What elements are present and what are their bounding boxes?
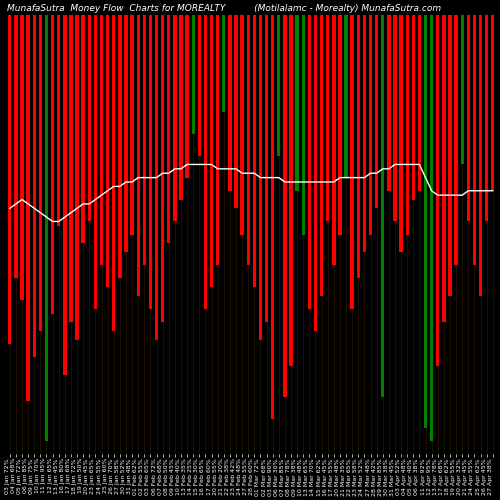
- Bar: [186, 16, 189, 177]
- Bar: [106, 16, 110, 287]
- Bar: [198, 16, 201, 156]
- Bar: [466, 16, 470, 222]
- Bar: [94, 16, 97, 309]
- Bar: [234, 16, 238, 208]
- Bar: [252, 16, 256, 287]
- Bar: [473, 16, 476, 266]
- Bar: [381, 16, 384, 397]
- Bar: [32, 16, 36, 357]
- Bar: [100, 16, 103, 266]
- Bar: [369, 16, 372, 234]
- Bar: [394, 16, 396, 222]
- Bar: [246, 16, 250, 266]
- Bar: [338, 16, 342, 234]
- Bar: [88, 16, 91, 222]
- Bar: [362, 16, 366, 252]
- Bar: [375, 16, 378, 208]
- Bar: [479, 16, 482, 296]
- Bar: [406, 16, 409, 234]
- Bar: [173, 16, 176, 222]
- Bar: [130, 16, 134, 234]
- Bar: [454, 16, 458, 266]
- Bar: [356, 16, 360, 278]
- Bar: [430, 16, 434, 441]
- Bar: [400, 16, 403, 252]
- Bar: [271, 16, 274, 419]
- Bar: [118, 16, 122, 278]
- Text: MunafaSutra  Money Flow  Charts for MOREALTY          (Motilalamc - Morealty) Mu: MunafaSutra Money Flow Charts for MOREAL…: [6, 4, 441, 13]
- Bar: [442, 16, 446, 322]
- Bar: [148, 16, 152, 309]
- Bar: [314, 16, 317, 331]
- Bar: [296, 16, 299, 191]
- Bar: [259, 16, 262, 340]
- Bar: [26, 16, 30, 402]
- Bar: [76, 16, 78, 340]
- Bar: [412, 16, 415, 200]
- Bar: [51, 16, 54, 314]
- Bar: [332, 16, 336, 266]
- Bar: [57, 16, 60, 226]
- Bar: [228, 16, 232, 191]
- Bar: [82, 16, 85, 243]
- Bar: [124, 16, 128, 252]
- Bar: [204, 16, 207, 309]
- Bar: [491, 16, 494, 191]
- Bar: [265, 16, 268, 322]
- Bar: [180, 16, 182, 200]
- Bar: [290, 16, 292, 366]
- Bar: [216, 16, 220, 266]
- Bar: [277, 16, 280, 156]
- Bar: [448, 16, 452, 296]
- Bar: [161, 16, 164, 322]
- Bar: [436, 16, 440, 366]
- Bar: [63, 16, 66, 375]
- Bar: [308, 16, 311, 309]
- Bar: [192, 16, 195, 134]
- Bar: [136, 16, 140, 296]
- Bar: [155, 16, 158, 340]
- Bar: [8, 16, 12, 344]
- Bar: [210, 16, 213, 287]
- Bar: [344, 16, 348, 177]
- Bar: [45, 16, 48, 441]
- Bar: [302, 16, 305, 234]
- Bar: [387, 16, 390, 191]
- Bar: [14, 16, 18, 278]
- Bar: [240, 16, 244, 234]
- Bar: [38, 16, 42, 331]
- Bar: [20, 16, 24, 300]
- Bar: [142, 16, 146, 266]
- Bar: [485, 16, 488, 222]
- Bar: [460, 16, 464, 165]
- Bar: [320, 16, 324, 296]
- Bar: [112, 16, 116, 331]
- Bar: [167, 16, 170, 243]
- Bar: [424, 16, 427, 428]
- Bar: [222, 16, 226, 112]
- Bar: [283, 16, 286, 397]
- Bar: [350, 16, 354, 309]
- Bar: [418, 16, 421, 191]
- Bar: [326, 16, 330, 222]
- Bar: [70, 16, 72, 322]
